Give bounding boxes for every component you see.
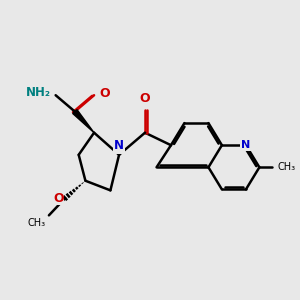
Polygon shape (73, 110, 94, 133)
Text: CH₃: CH₃ (277, 162, 295, 172)
Text: NH₂: NH₂ (26, 86, 51, 99)
Text: N: N (241, 140, 250, 150)
Text: O: O (99, 87, 110, 100)
Text: N: N (114, 140, 124, 152)
Text: O: O (53, 192, 64, 205)
Text: CH₃: CH₃ (28, 218, 46, 228)
Text: O: O (140, 92, 150, 105)
